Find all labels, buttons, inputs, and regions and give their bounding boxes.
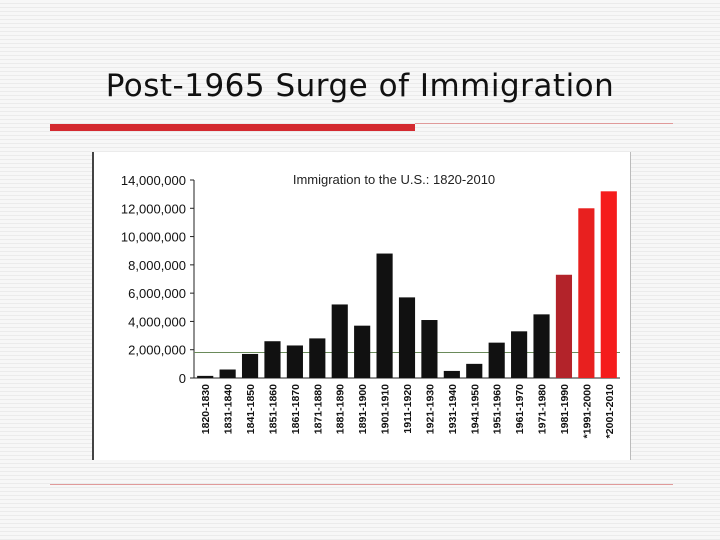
bar-1961-1970 — [511, 331, 528, 378]
x-tick-label: 1871-1880 — [312, 384, 324, 434]
x-tick-label: 1831-1840 — [223, 384, 235, 434]
x-tick-label: 1861-1870 — [290, 384, 302, 434]
slide-title: Post-1965 Surge of Immigration — [105, 68, 615, 104]
y-tick-label: 2,000,000 — [128, 343, 186, 358]
x-tick-label: 1911-1920 — [402, 384, 414, 434]
bar-1951-1960 — [488, 342, 505, 378]
bar-1881-1890 — [331, 304, 348, 378]
chart-title: Immigration to the U.S.: 1820-2010 — [293, 172, 495, 187]
chart-bars — [197, 191, 617, 378]
x-tick-label: 1961-1970 — [514, 384, 526, 434]
bottom-divider-line — [50, 484, 673, 485]
bar-1871-1880 — [309, 338, 326, 378]
x-tick-label: 1841-1850 — [245, 384, 257, 434]
y-tick-label: 0 — [179, 371, 186, 386]
bar-1941-1950 — [466, 363, 483, 378]
y-tick-label: 6,000,000 — [128, 286, 186, 301]
x-tick-label: 1941-1950 — [469, 384, 481, 434]
bar-1841-1850 — [241, 353, 259, 378]
x-tick-label: 1931-1940 — [447, 384, 459, 434]
x-tick-label: 1851-1860 — [267, 384, 279, 434]
chart-panel: Immigration to the U.S.: 1820-2010 1820-… — [92, 152, 631, 460]
bar-2001-2010 — [600, 191, 617, 378]
bar-1981-1990 — [555, 274, 573, 378]
bar-1891-1900 — [354, 325, 371, 378]
x-tick-label: 1971-1980 — [537, 384, 549, 434]
title-divider-line — [415, 123, 673, 124]
y-tick-label: 14,000,000 — [121, 173, 186, 188]
x-tick-label: 1881-1890 — [335, 384, 347, 434]
bar-1861-1870 — [286, 345, 303, 378]
x-tick-label: *2001-2010 — [604, 384, 616, 438]
x-tick-label: 1951-1960 — [492, 384, 504, 434]
x-tick-label: *1991-2000 — [581, 384, 593, 438]
y-tick-label: 4,000,000 — [128, 314, 186, 329]
bar-1851-1860 — [264, 341, 281, 378]
x-tick-label: 1891-1900 — [357, 384, 369, 434]
y-tick-label: 12,000,000 — [121, 201, 186, 216]
y-tick-label: 8,000,000 — [128, 258, 186, 273]
y-tick-label: 10,000,000 — [121, 230, 186, 245]
immigration-bar-chart: Immigration to the U.S.: 1820-2010 1820-… — [121, 172, 620, 438]
bar-1931-1940 — [443, 370, 460, 378]
x-tick-label: 1820-1830 — [200, 384, 212, 434]
title-accent-rule — [50, 124, 415, 131]
bar-1911-1920 — [398, 297, 416, 378]
bar-1921-1930 — [421, 320, 438, 378]
chart-x-tick-labels: 1820-1830 1831-1840 1841-1850 1851-1860 1861… — [200, 384, 616, 438]
bar-1831-1840 — [219, 369, 236, 378]
bar-1991-2000 — [578, 208, 595, 378]
x-tick-label: 1921-1930 — [424, 384, 436, 434]
x-tick-label: 1981-1990 — [559, 384, 571, 434]
x-tick-label: 1901-1910 — [380, 384, 392, 434]
bar-1901-1910 — [376, 253, 393, 378]
bar-1971-1980 — [533, 314, 550, 378]
chart-y-tick-labels: 0 2,000,000 4,000,000 6,000,000 8,000,000 10,… — [121, 173, 186, 386]
bar-1820-1830 — [197, 375, 214, 378]
